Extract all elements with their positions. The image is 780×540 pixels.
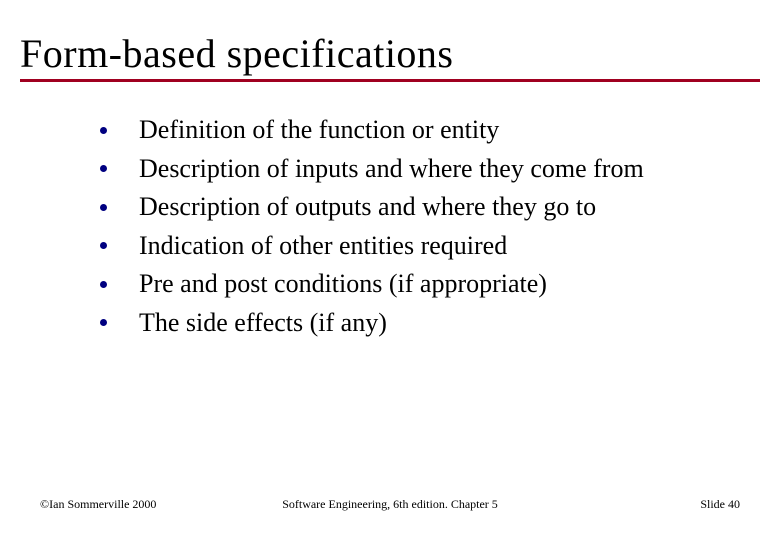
slide-title: Form-based specifications — [20, 30, 760, 77]
list-item: Indication of other entities required — [100, 230, 760, 263]
list-item: Pre and post conditions (if appropriate) — [100, 268, 760, 301]
title-underline — [20, 79, 760, 82]
bullet-icon — [100, 204, 107, 211]
title-wrap: Form-based specifications — [20, 30, 760, 88]
bullet-icon — [100, 281, 107, 288]
bullet-text: Pre and post conditions (if appropriate) — [139, 268, 547, 301]
list-item: The side effects (if any) — [100, 307, 760, 340]
slide-footer: ©Ian Sommerville 2000 Software Engineeri… — [0, 497, 780, 512]
bullet-icon — [100, 127, 107, 134]
slide: Form-based specifications Definition of … — [0, 0, 780, 540]
bullet-text: Description of inputs and where they com… — [139, 153, 644, 186]
footer-center: Software Engineering, 6th edition. Chapt… — [282, 497, 498, 512]
bullet-text: Description of outputs and where they go… — [139, 191, 596, 224]
list-item: Definition of the function or entity — [100, 114, 760, 147]
bullet-text: Definition of the function or entity — [139, 114, 499, 147]
bullet-icon — [100, 319, 107, 326]
bullet-icon — [100, 165, 107, 172]
list-item: Description of outputs and where they go… — [100, 191, 760, 224]
footer-left: ©Ian Sommerville 2000 — [40, 497, 156, 512]
footer-right: Slide 40 — [700, 497, 740, 512]
bullet-list: Definition of the function or entity Des… — [20, 114, 760, 339]
bullet-text: The side effects (if any) — [139, 307, 387, 340]
bullet-text: Indication of other entities required — [139, 230, 507, 263]
list-item: Description of inputs and where they com… — [100, 153, 760, 186]
bullet-icon — [100, 242, 107, 249]
